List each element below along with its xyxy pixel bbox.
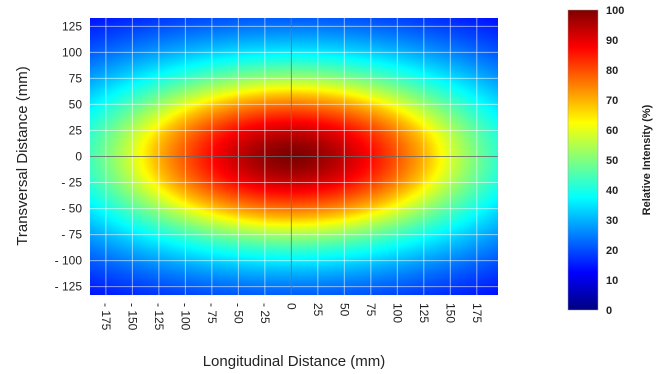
colorbar-tick-label: 20 [606,245,618,257]
x-tick-label: - 100 [178,303,192,331]
x-tick-label: 50 [337,303,351,317]
colorbar-tick-label: 70 [606,95,618,107]
y-tick-label: - 125 [55,280,83,294]
x-tick-label: - 175 [99,303,113,331]
colorbar-bar [567,9,599,311]
colorbar-title: Relative Intensity (%) [641,104,653,215]
y-axis-ticks: 125 100 75 50 25 0 - 25 - 50 - 75 - 100 - 125 [55,19,83,293]
y-tick-label: 100 [62,45,82,59]
x-tick-label: - 150 [125,303,139,331]
x-tick-label: 175 [470,303,484,323]
colorbar: 0 10 20 30 40 50 60 70 80 90 100 Relative Intensit… [567,5,653,317]
y-tick-label: - 50 [61,202,82,216]
y-tick-label: - 25 [61,176,82,190]
colorbar-tick-label: 50 [606,155,618,167]
x-tick-label: 150 [443,303,457,323]
y-tick-label: - 100 [55,254,83,268]
x-tick-label: - 50 [231,303,245,324]
colorbar-tick-label: 60 [606,125,618,137]
x-tick-label: - 25 [258,303,272,324]
colorbar-tick-label: 80 [606,65,618,77]
y-tick-label: 75 [69,71,83,85]
center-crosshair [90,18,498,295]
y-tick-label: - 75 [61,228,82,242]
heatmap-plot [90,18,498,295]
y-tick-label: 25 [69,123,83,137]
colorbar-tick-label: 30 [606,215,618,227]
x-axis-title: Longitudinal Distance (mm) [203,353,386,370]
x-tick-label: 25 [311,303,325,317]
colorbar-tick-label: 10 [606,275,618,287]
y-tick-label: 0 [75,150,82,164]
colorbar-ticks: 0 10 20 30 40 50 60 70 80 90 100 [606,5,624,317]
y-tick-label: 125 [62,19,82,33]
y-axis-title: Transversal Distance (mm) [14,66,31,245]
colorbar-tick-label: 90 [606,35,618,47]
x-tick-label: 125 [417,303,431,323]
colorbar-tick-label: 0 [606,305,612,317]
x-tick-label: 75 [364,303,378,317]
y-tick-label: 50 [69,97,83,111]
x-tick-label: - 125 [152,303,166,331]
x-tick-label: 0 [284,303,298,310]
colorbar-tick-label: 100 [606,5,624,17]
x-tick-label: - 75 [205,303,219,324]
x-tick-label: 100 [390,303,404,323]
colorbar-tick-label: 40 [606,185,618,197]
x-axis-ticks: - 175 - 150 - 125 - 100 - 75 - 50 - 25 0 25 50 75 1… [99,303,484,331]
